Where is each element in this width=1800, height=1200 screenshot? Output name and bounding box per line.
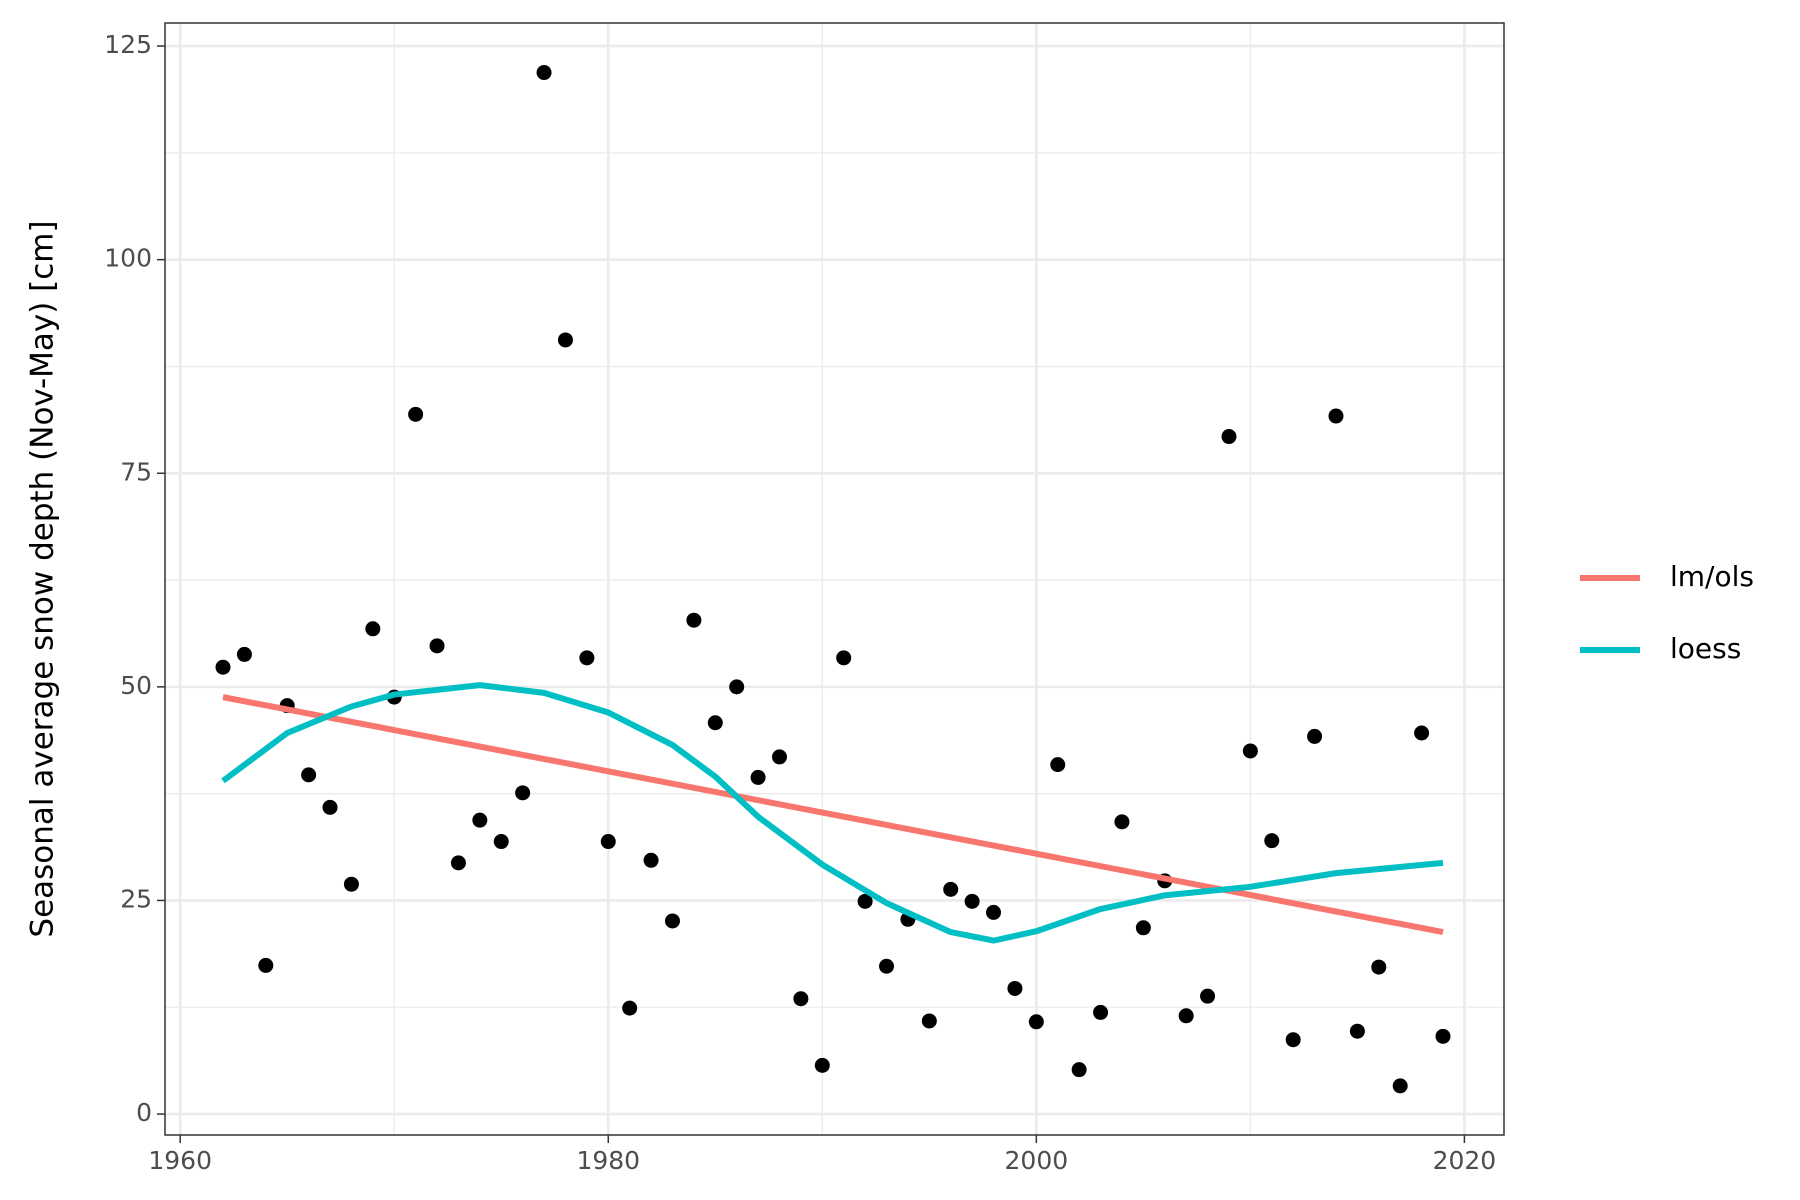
point bbox=[771, 749, 787, 765]
y-tick-label: 125 bbox=[104, 30, 152, 59]
point bbox=[557, 332, 573, 348]
point bbox=[622, 1000, 638, 1016]
point bbox=[707, 715, 723, 731]
point bbox=[236, 646, 252, 662]
x-tick-label: 1960 bbox=[148, 1146, 212, 1175]
y-tick-label: 25 bbox=[120, 884, 152, 913]
point bbox=[1093, 1004, 1109, 1020]
point bbox=[493, 834, 509, 850]
point bbox=[472, 812, 488, 828]
point bbox=[536, 65, 552, 81]
point bbox=[1307, 728, 1323, 744]
point bbox=[986, 904, 1002, 920]
legend-label: loess bbox=[1670, 632, 1741, 665]
axes: 1960 1980 2000 2020 0 25 50 75 100 125 bbox=[104, 22, 1505, 1175]
point bbox=[921, 1013, 937, 1029]
point bbox=[1114, 814, 1130, 830]
plot-frame bbox=[164, 22, 1505, 1136]
point bbox=[215, 659, 231, 675]
point bbox=[1200, 988, 1216, 1004]
y-axis-label: Seasonal average snow depth (Nov-May) [c… bbox=[25, 220, 61, 937]
point bbox=[1349, 1023, 1365, 1039]
point bbox=[729, 679, 745, 695]
x-tick-label: 1980 bbox=[576, 1146, 640, 1175]
point bbox=[664, 913, 680, 929]
x-tick-label: 2000 bbox=[1005, 1146, 1069, 1175]
point bbox=[343, 876, 359, 892]
point bbox=[1371, 959, 1387, 975]
point bbox=[515, 785, 531, 801]
point bbox=[686, 612, 702, 628]
point bbox=[1221, 429, 1237, 445]
point bbox=[258, 957, 274, 973]
point bbox=[1028, 1014, 1044, 1030]
trend-line bbox=[222, 694, 1444, 936]
legend-label: lm/ols bbox=[1670, 560, 1754, 593]
point bbox=[1285, 1032, 1301, 1048]
point bbox=[1435, 1028, 1451, 1044]
point bbox=[1242, 743, 1258, 759]
y-tick-label: 100 bbox=[104, 244, 152, 273]
point bbox=[1135, 920, 1151, 936]
point bbox=[793, 991, 809, 1007]
point bbox=[408, 406, 424, 422]
point bbox=[301, 767, 317, 783]
point bbox=[600, 834, 616, 850]
point bbox=[450, 855, 466, 871]
point bbox=[365, 621, 381, 637]
point bbox=[1414, 725, 1430, 741]
y-tick-label: 50 bbox=[120, 671, 152, 700]
point bbox=[1328, 408, 1344, 424]
point bbox=[322, 799, 338, 815]
point bbox=[1264, 833, 1280, 849]
point bbox=[579, 650, 595, 666]
point bbox=[879, 958, 895, 974]
point bbox=[857, 893, 873, 909]
point bbox=[1178, 1008, 1194, 1024]
point bbox=[1050, 757, 1066, 773]
point bbox=[836, 650, 852, 666]
legend: lm/ols loess bbox=[1580, 560, 1754, 665]
point bbox=[750, 769, 766, 785]
point bbox=[1007, 980, 1023, 996]
plot-marks bbox=[215, 65, 1451, 1094]
point bbox=[814, 1057, 830, 1073]
point bbox=[643, 852, 659, 868]
x-tick-label: 2020 bbox=[1433, 1146, 1497, 1175]
point bbox=[429, 638, 445, 654]
point bbox=[964, 893, 980, 909]
point bbox=[943, 881, 959, 897]
y-tick-label: 75 bbox=[120, 457, 152, 486]
point bbox=[1392, 1078, 1408, 1094]
y-tick-label: 0 bbox=[136, 1098, 152, 1127]
trend-line bbox=[221, 682, 1444, 944]
point bbox=[1071, 1062, 1087, 1078]
